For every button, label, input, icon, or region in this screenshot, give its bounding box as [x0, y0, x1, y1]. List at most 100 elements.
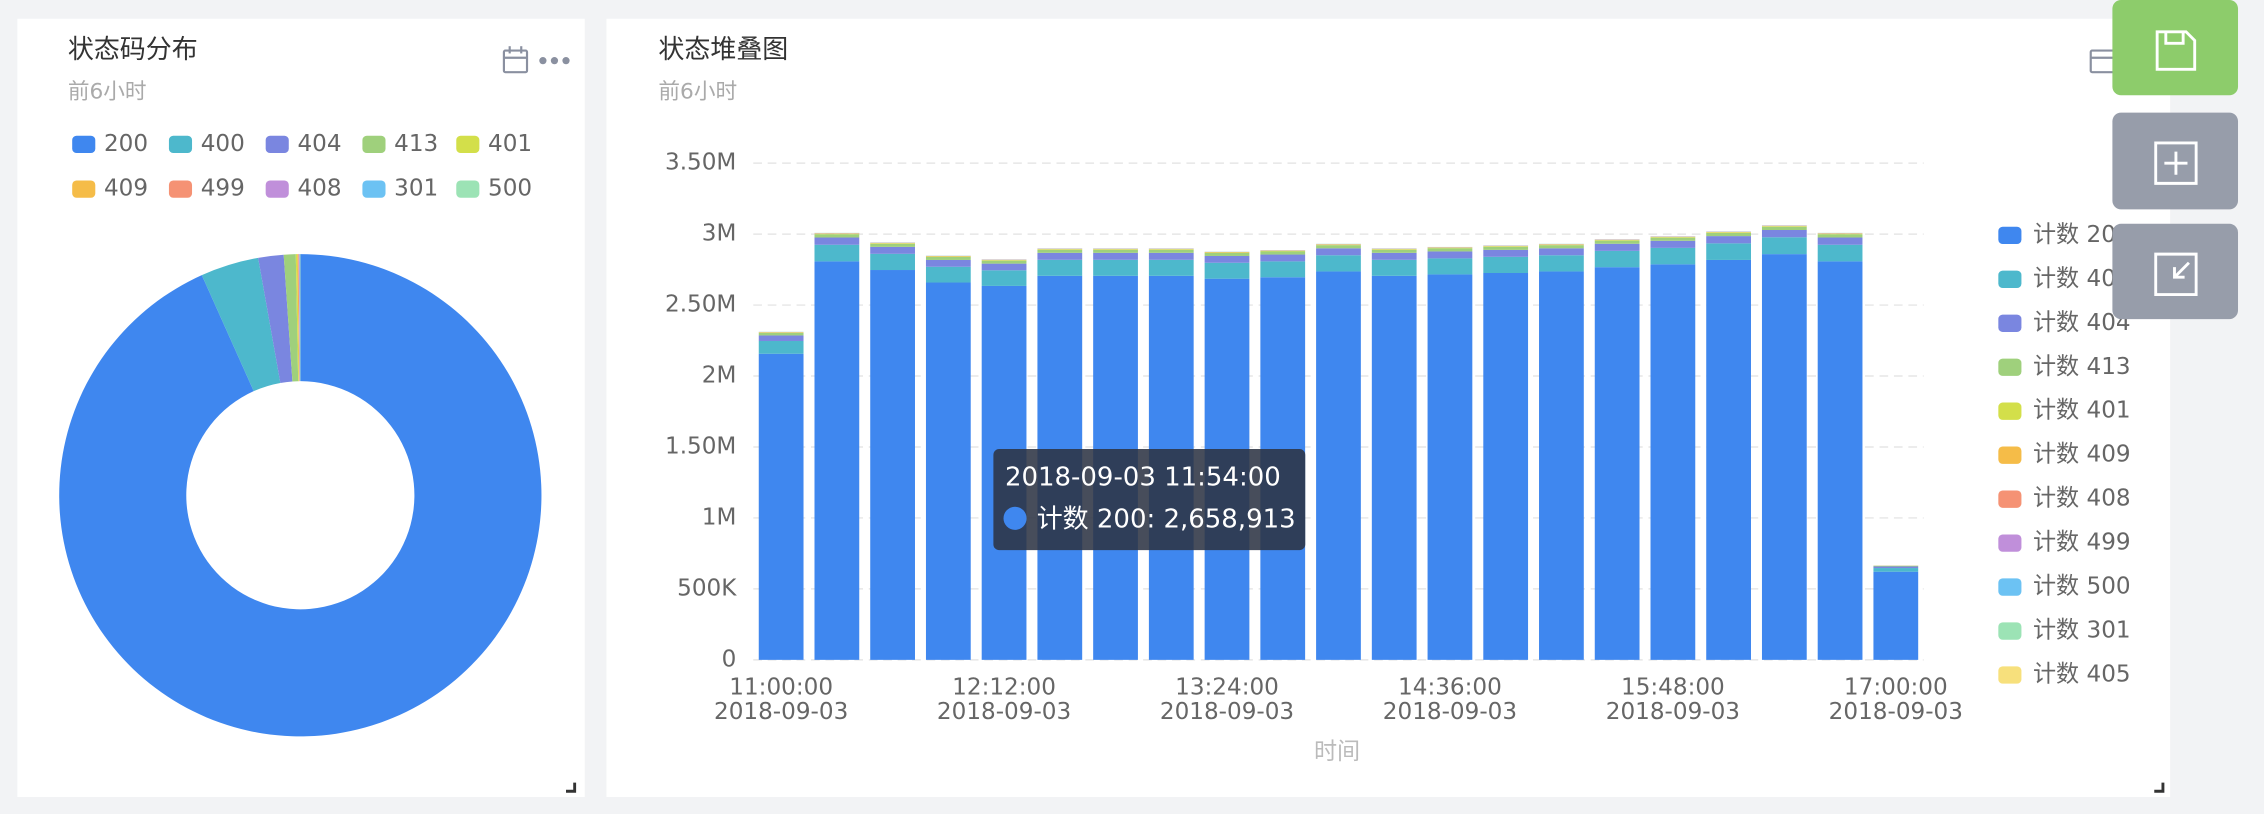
bar-segment — [1148, 252, 1194, 260]
bar-segment — [1316, 255, 1361, 272]
legend-swatch — [72, 180, 96, 198]
tooltip-text: 计数 200: 2,658,913 — [1037, 504, 1296, 534]
bar-segment — [1761, 226, 1807, 230]
legend-swatch — [265, 135, 289, 154]
calendar-icon[interactable] — [502, 46, 529, 74]
bar-segment — [1427, 251, 1473, 259]
bar-segment — [1316, 248, 1361, 256]
legend-swatch — [1998, 226, 2022, 245]
legend-label: 计数 409 — [2033, 442, 2131, 468]
legend-label: 计数 404 — [2033, 310, 2131, 336]
legend-label: 401 — [488, 131, 532, 157]
bar-segment — [1817, 233, 1863, 235]
pie-slice — [299, 254, 301, 382]
chart-subtitle: 前6小时 — [658, 79, 737, 104]
y-tick-label: 3.50M — [665, 150, 736, 176]
bar-segment — [1316, 245, 1361, 249]
bar-segment — [758, 332, 804, 336]
chart-subtitle: 前6小时 — [68, 79, 147, 104]
legend-label: 计数 301 — [2033, 618, 2131, 644]
bar-segment — [1706, 259, 1751, 660]
bar-segment — [981, 260, 1027, 261]
bar-segment — [1706, 232, 1751, 233]
bar-segment — [1594, 250, 1640, 268]
bar-segment — [1706, 236, 1751, 244]
bar-segment — [981, 260, 1027, 264]
bar-segment — [1204, 252, 1250, 256]
resize-handle[interactable] — [566, 782, 577, 793]
bar-segment — [1761, 229, 1807, 238]
legend-swatch — [1998, 314, 2022, 332]
legend-label: 计数 499 — [2033, 530, 2131, 556]
legend-swatch — [456, 135, 480, 154]
bar-segment — [1204, 255, 1250, 263]
bar-segment — [1483, 246, 1529, 247]
bar-segment — [1371, 275, 1417, 660]
pie-slice — [298, 254, 300, 382]
bar-segment — [1093, 259, 1138, 276]
bar-segment — [1539, 255, 1584, 272]
bar-segment — [1204, 252, 1250, 253]
bar-segment — [1817, 244, 1863, 262]
legend-label: 计数 500 — [2033, 574, 2131, 600]
legend-swatch — [456, 180, 480, 198]
bar-segment — [1260, 251, 1306, 255]
legend-swatch — [1998, 490, 2022, 508]
legend-swatch — [1998, 402, 2022, 420]
legend-swatch — [1998, 578, 2022, 596]
y-tick-label: 2M — [702, 363, 737, 389]
resize-handle[interactable] — [2154, 782, 2165, 793]
bar-segment — [870, 270, 915, 660]
bar-segment — [1371, 249, 1417, 253]
pie-slice — [297, 254, 300, 382]
legend-label: 301 — [394, 176, 438, 202]
bar-segment — [1706, 232, 1751, 237]
legend-label: 计数 401 — [2033, 398, 2131, 424]
legend-swatch — [1998, 534, 2022, 552]
legend-swatch — [1998, 666, 2022, 684]
bar-segment — [814, 234, 860, 238]
legend-label: 499 — [201, 176, 245, 202]
bar-segment — [1539, 248, 1584, 256]
legend-label: 404 — [297, 131, 341, 157]
x-tick-label: 14:36:00 2018-09-03 — [1382, 672, 1518, 725]
legend-swatch — [72, 135, 96, 154]
legend-label: 计数 408 — [2033, 486, 2131, 512]
x-tick-label: 11:00:00 2018-09-03 — [714, 672, 849, 725]
bar-segment — [1706, 243, 1751, 260]
tooltip-marker — [1003, 506, 1027, 530]
tooltip-title: 2018-09-03 11:54:00 — [1005, 462, 1281, 492]
legend-swatch — [168, 180, 193, 198]
bar-segment — [1037, 249, 1083, 253]
bar-segment — [1873, 571, 1919, 660]
bar-segment — [1761, 226, 1807, 227]
legend-swatch — [1998, 270, 2022, 288]
legend-label: 计数 413 — [2033, 354, 2131, 380]
pie-slice — [298, 254, 300, 382]
tooltip — [993, 449, 1306, 551]
y-tick-label: 500K — [677, 575, 737, 601]
bar-segment — [758, 353, 804, 660]
bar-segment — [1037, 249, 1083, 250]
pie-slice — [295, 254, 299, 382]
bar-segment — [1650, 240, 1696, 248]
bar-segment — [1539, 245, 1584, 249]
bar-segment — [1817, 237, 1863, 245]
legend-label: 500 — [488, 176, 532, 202]
bar-segment — [1483, 256, 1529, 273]
bar-segment — [758, 335, 804, 341]
bar-segment — [981, 263, 1027, 271]
legend-swatch — [1998, 446, 2022, 464]
more-icon[interactable] — [539, 57, 570, 65]
legend-swatch — [168, 135, 193, 154]
pie-slice — [258, 254, 293, 383]
bar-segment — [870, 243, 915, 247]
bar-segment — [1483, 249, 1529, 257]
legend-swatch — [265, 180, 289, 198]
bar-segment — [1539, 271, 1584, 660]
x-tick-label: 15:48:00 2018-09-03 — [1605, 672, 1740, 725]
bar-segment — [1539, 244, 1584, 246]
bar-segment — [925, 256, 971, 260]
